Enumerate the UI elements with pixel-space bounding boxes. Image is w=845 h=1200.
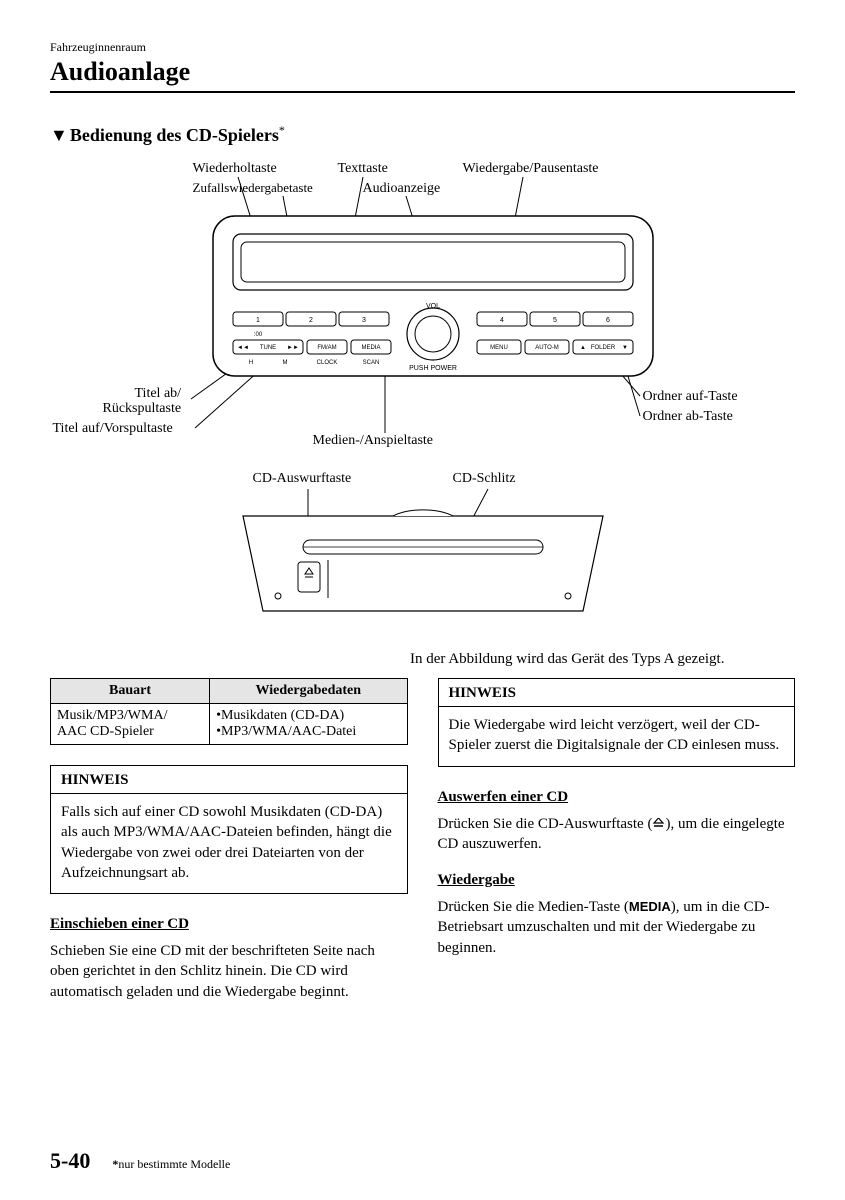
header-category: Fahrzeuginnenraum — [50, 40, 795, 55]
eject-icon — [652, 818, 665, 829]
page-footer: 5-40 *nur bestimmte Modelle — [50, 1148, 795, 1174]
callout-zufallstaste: Zufallswiedergabetaste — [193, 181, 313, 195]
svg-text:5: 5 — [553, 317, 557, 324]
subheading-auswerfen: Auswerfen einer CD — [438, 789, 796, 806]
spec-table: Bauart Wiedergabedaten Musik/MP3/WMA/ AA… — [50, 678, 408, 745]
svg-text:6: 6 — [606, 317, 610, 324]
content-columns: Bauart Wiedergabedaten Musik/MP3/WMA/ AA… — [50, 678, 795, 1020]
callout-titel-ab: Titel ab/ Rückspultaste — [103, 386, 182, 417]
callout-audioanzeige: Audioanzeige — [363, 181, 441, 196]
table-cell-text: •MP3/WMA/AAC-Datei — [216, 724, 356, 739]
page-title: Audioanlage — [50, 57, 795, 87]
svg-text:AUTO-M: AUTO-M — [535, 345, 559, 351]
callout-ordner-auf: Ordner auf-Taste — [643, 389, 738, 404]
notice-body: Falls sich auf einer CD sowohl Musikdate… — [51, 794, 407, 893]
subheading-einschieben: Einschieben einer CD — [50, 916, 408, 933]
notice-box-right: HINWEIS Die Wiedergabe wird leicht verzö… — [438, 678, 796, 767]
section-title-text: Bedienung des CD-Spielers — [70, 125, 279, 145]
para-wiedergabe: Drücken Sie die Medien-Taste (MEDIA), um… — [438, 897, 796, 958]
subheading-wiedergabe: Wiedergabe — [438, 872, 796, 889]
para-einschieben: Schieben Sie eine CD mit der beschriftet… — [50, 941, 408, 1002]
callout-wiederholtaste: Wiederholtaste — [193, 161, 277, 176]
para-text: Drücken Sie die CD-Auswurftaste ( — [438, 816, 653, 832]
callout-titel-ab-l2: Rückspultaste — [103, 401, 182, 416]
table-cell-text: AAC CD-Spieler — [57, 724, 154, 739]
svg-text:1: 1 — [256, 317, 260, 324]
notice-title: HINWEIS — [51, 766, 407, 789]
svg-text:H: H — [248, 360, 252, 366]
svg-text:4: 4 — [500, 317, 504, 324]
para-text: Drücken Sie die Medien-Taste ( — [438, 899, 629, 915]
svg-text:▲: ▲ — [580, 345, 586, 351]
notice-title: HINWEIS — [439, 679, 795, 702]
table-cell-text: •Musikdaten (CD-DA) — [216, 708, 344, 723]
table-cell-wiedergabedaten: •Musikdaten (CD-DA) •MP3/WMA/AAC-Datei — [210, 704, 407, 745]
diagram-caption: In der Abbildung wird das Gerät des Typs… — [50, 651, 795, 668]
svg-text:►►: ►► — [287, 345, 299, 351]
table-header-wiedergabedaten: Wiedergabedaten — [210, 679, 407, 704]
column-left: Bauart Wiedergabedaten Musik/MP3/WMA/ AA… — [50, 678, 408, 1020]
callout-wiedergabe-pause: Wiedergabe/Pausentaste — [463, 161, 599, 176]
table-cell-bauart: Musik/MP3/WMA/ AAC CD-Spieler — [51, 704, 210, 745]
column-right: HINWEIS Die Wiedergabe wird leicht verzö… — [438, 678, 796, 1020]
svg-text:2: 2 — [309, 317, 313, 324]
footnote-text: nur bestimmte Modelle — [118, 1157, 230, 1171]
callout-titel-ab-l1: Titel ab/ — [135, 386, 182, 401]
table-cell-text: Musik/MP3/WMA/ — [57, 708, 167, 723]
cd-diagram: CD-Auswurftaste CD-Schlitz — [63, 471, 783, 641]
footnote: *nur bestimmte Modelle — [112, 1157, 230, 1172]
callout-ordner-ab: Ordner ab-Taste — [643, 409, 733, 424]
svg-text:M: M — [282, 360, 287, 366]
svg-text:CLOCK: CLOCK — [316, 360, 337, 366]
callout-cd-auswurf: CD-Auswurftaste — [253, 471, 352, 486]
cd-svg — [63, 471, 783, 641]
media-label: MEDIA — [629, 899, 671, 914]
notice-body: Die Wiedergabe wird leicht verzögert, we… — [439, 707, 795, 766]
svg-text:PUSH POWER: PUSH POWER — [409, 365, 457, 372]
asterisk-icon: * — [279, 123, 285, 137]
table-row: Musik/MP3/WMA/ AAC CD-Spieler •Musikdate… — [51, 704, 408, 745]
svg-text:FM/AM: FM/AM — [317, 345, 336, 351]
header-rule — [50, 91, 795, 93]
svg-text:FOLDER: FOLDER — [590, 345, 615, 351]
radio-diagram: Wiederholtaste Texttaste Wiedergabe/Paus… — [63, 161, 783, 461]
para-auswerfen: Drücken Sie die CD-Auswurftaste (), um d… — [438, 814, 796, 855]
notice-box-left: HINWEIS Falls sich auf einer CD sowohl M… — [50, 765, 408, 894]
callout-titel-auf: Titel auf/Vorspultaste — [53, 421, 173, 436]
svg-text::00: :00 — [253, 332, 262, 338]
callout-medien-anspiel: Medien-/Anspieltaste — [313, 433, 434, 448]
svg-text:SCAN: SCAN — [362, 360, 379, 366]
callout-cd-schlitz: CD-Schlitz — [453, 471, 516, 486]
section-title: ▼Bedienung des CD-Spielers* — [50, 123, 795, 146]
svg-text:▼: ▼ — [622, 345, 628, 351]
table-header-bauart: Bauart — [51, 679, 210, 704]
svg-text:TUNE: TUNE — [259, 345, 275, 351]
page-number: 5-40 — [50, 1148, 90, 1174]
svg-text:MEDIA: MEDIA — [361, 345, 380, 351]
svg-text:MENU: MENU — [490, 345, 508, 351]
callout-texttaste: Texttaste — [338, 161, 388, 176]
svg-text:VOL: VOL — [425, 303, 439, 310]
triangle-icon: ▼ — [50, 125, 68, 146]
svg-text:◄◄: ◄◄ — [237, 345, 249, 351]
svg-text:3: 3 — [362, 317, 366, 324]
